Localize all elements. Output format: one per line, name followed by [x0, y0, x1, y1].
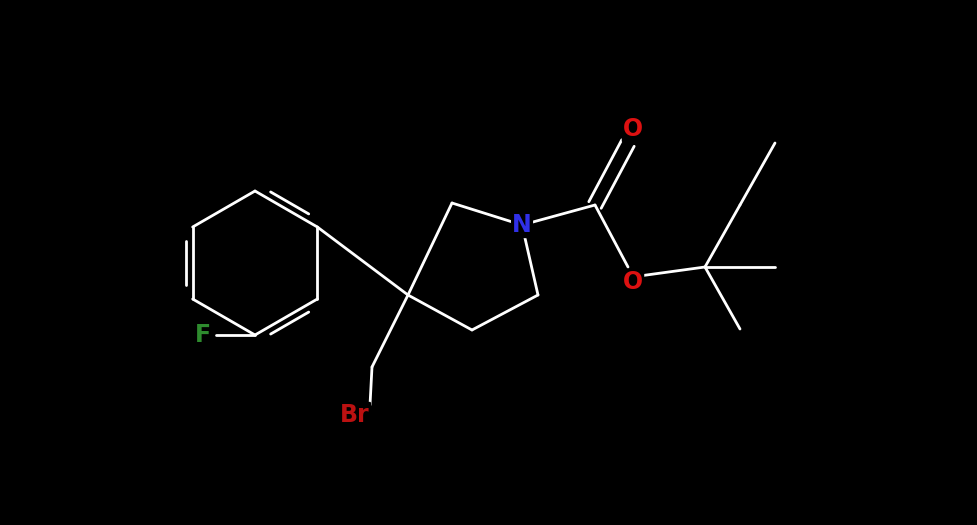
Text: O: O [623, 270, 643, 294]
Text: Br: Br [340, 403, 370, 427]
Text: F: F [195, 323, 211, 347]
Text: O: O [623, 117, 643, 141]
Text: N: N [512, 213, 531, 237]
